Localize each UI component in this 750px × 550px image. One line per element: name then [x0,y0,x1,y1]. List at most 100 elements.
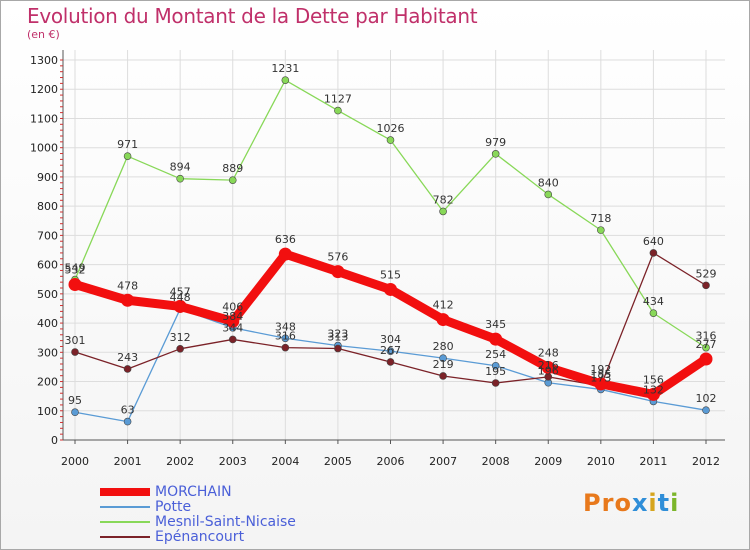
data-label-mesnil-saint-nicaise: 894 [170,161,191,174]
data-point-mesnil-saint-nicaise [439,207,447,216]
y-tick-label: 600 [37,259,58,272]
data-point-mesnil-saint-nicaise [123,152,132,160]
x-tick-label: 2002 [166,455,194,468]
data-label-potte: 348 [275,320,296,333]
data-label-potte: 63 [121,404,135,417]
data-label-morchain: 412 [433,299,454,312]
y-tick-label: 900 [37,171,58,184]
data-label-epenancourt: 185 [590,368,611,381]
data-label-mesnil-saint-nicaise: 1026 [377,122,405,135]
data-point-epenancourt [649,249,658,257]
chart-subtitle: (en €) [27,28,60,41]
data-label-epenancourt: 344 [222,321,243,334]
chart-title: Evolution du Montant de la Dette par Hab… [27,4,478,28]
y-tick-label: 0 [51,434,58,447]
data-label-morchain: 515 [380,268,401,281]
data-label-epenancourt: 313 [327,331,348,344]
data-point-morchain [646,387,660,401]
data-point-mesnil-saint-nicaise [386,136,395,144]
x-tick-label: 2010 [587,455,615,468]
data-label-epenancourt: 195 [485,365,506,378]
x-tick-label: 2003 [219,455,247,468]
y-tick-label: 1000 [30,142,58,155]
data-label-potte: 173 [590,371,611,384]
data-point-morchain [594,377,608,391]
data-label-morchain: 457 [170,285,191,298]
legend-swatch [100,521,150,523]
data-point-potte [281,334,290,343]
logo-letter: x [631,489,649,517]
data-label-epenancourt: 301 [65,334,86,347]
data-label-morchain: 345 [485,318,506,331]
data-point-epenancourt [228,335,237,344]
data-point-morchain [699,352,713,366]
data-label-mesnil-saint-nicaise: 979 [485,136,506,149]
data-point-epenancourt [386,358,395,366]
legend-label: MORCHAIN [155,484,232,500]
data-label-potte: 102 [696,392,717,405]
data-point-epenancourt [123,365,132,373]
data-label-morchain: 277 [696,338,717,351]
y-tick-label: 800 [37,200,58,213]
data-label-potte: 196 [538,365,559,378]
data-label-epenancourt: 216 [538,359,559,372]
data-label-morchain: 156 [643,373,664,386]
x-tick-label: 2005 [324,455,352,468]
data-label-morchain: 406 [222,300,243,313]
logo-letter: t [657,489,671,517]
data-point-mesnil-saint-nicaise [281,76,290,84]
y-tick-label: 300 [37,346,58,359]
data-point-morchain [68,277,82,291]
logo-letter: i [648,489,658,517]
legend-swatch [100,536,150,538]
data-label-mesnil-saint-nicaise: 840 [538,176,559,189]
data-label-morchain: 576 [327,251,348,264]
data-label-mesnil-saint-nicaise: 549 [65,262,86,275]
y-tick-label: 1200 [30,83,58,96]
data-point-morchain [173,299,187,313]
data-label-potte: 280 [433,340,454,353]
data-label-morchain: 248 [538,347,559,360]
data-label-morchain: 532 [65,263,86,276]
logo-letter: r [601,489,615,517]
x-tick-label: 2006 [377,455,405,468]
y-tick-label: 700 [37,229,58,242]
y-tick-label: 100 [37,405,58,418]
data-point-morchain [278,247,292,261]
x-tick-label: 2012 [692,455,720,468]
data-point-morchain [331,265,345,279]
data-point-morchain [489,332,503,346]
data-point-morchain [226,314,240,328]
data-point-potte [71,408,79,417]
y-tick-label: 1300 [30,54,58,67]
data-point-epenancourt [71,348,79,356]
y-tick-label: 500 [37,288,58,301]
data-point-mesnil-saint-nicaise [597,226,605,234]
data-label-epenancourt: 529 [696,267,717,280]
data-point-morchain [436,313,450,327]
data-point-mesnil-saint-nicaise [334,106,342,115]
data-label-mesnil-saint-nicaise: 889 [222,162,243,175]
data-label-morchain: 478 [117,279,138,292]
data-point-morchain [121,293,135,307]
y-tick-label: 1100 [30,112,58,125]
data-label-potte: 132 [643,383,664,396]
data-label-potte: 95 [68,394,82,407]
data-label-epenancourt: 219 [433,358,454,371]
data-point-epenancourt [702,281,710,290]
data-label-morchain: 636 [275,233,296,246]
data-label-mesnil-saint-nicaise: 782 [433,193,454,206]
x-tick-label: 2000 [61,455,89,468]
data-point-potte [439,354,447,362]
data-point-epenancourt [176,344,184,353]
data-point-morchain [541,361,555,375]
data-point-mesnil-saint-nicaise [649,309,658,317]
legend-swatch [100,488,150,496]
data-label-epenancourt: 316 [275,330,296,343]
data-label-potte: 254 [485,348,506,361]
legend-swatch [100,506,150,508]
legend-label: Mesnil-Saint-Nicaise [155,514,296,530]
data-label-mesnil-saint-nicaise: 1127 [324,93,352,106]
data-label-epenancourt: 243 [117,351,138,364]
